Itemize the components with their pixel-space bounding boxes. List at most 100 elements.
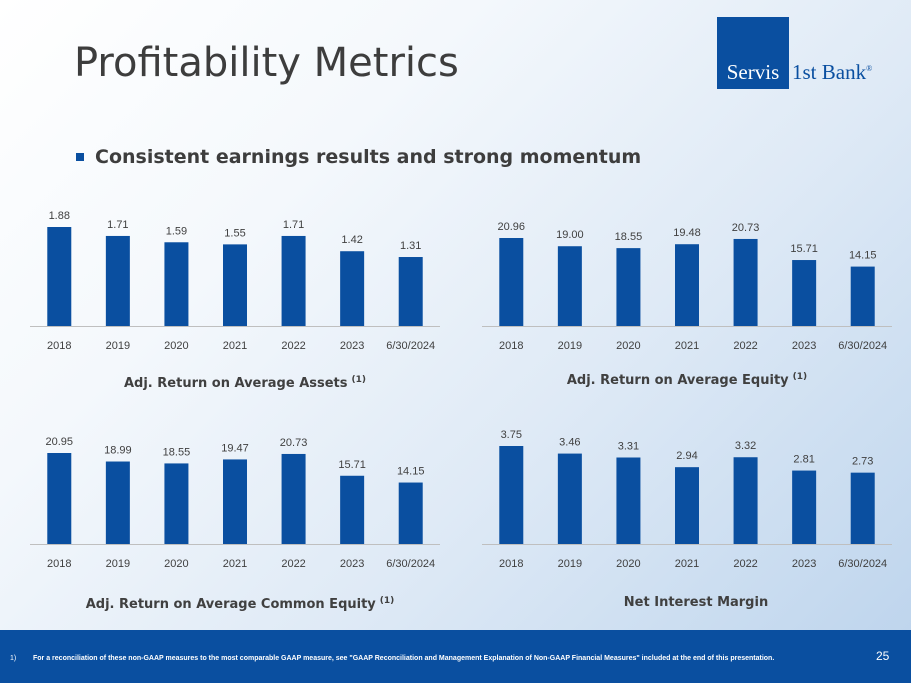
adj-roae-data-label: 19.48 [673,227,701,239]
nim-bar [675,467,699,544]
adj-roaa-bar [47,227,72,326]
adj-roae-tick-label: 2022 [733,340,757,352]
nim-data-label: 2.73 [852,456,873,468]
adj-roace-tick-label: 2018 [47,558,71,570]
adj-roae-bar [499,238,524,326]
adj-roaa-data-label: 1.42 [341,234,362,246]
adj-roae-title-footnote-ref: (1) [793,372,808,382]
adj-roaa-data-label: 1.71 [283,219,304,231]
adj-roae-bar [675,244,699,326]
adj-roae-bar [792,260,817,326]
adj-roae-data-label: 14.15 [849,250,877,262]
adj-roae-bar [616,248,641,326]
adj-roace-tick-label: 6/30/2024 [386,558,435,570]
servisfirst-logo: Servis 1st Bank® [717,17,872,89]
registered-mark: ® [866,64,873,73]
adj-roace-bar [105,461,130,544]
adj-roace-bar [340,475,365,544]
nim-tick-label: 2023 [792,558,816,570]
adj-roace-bar [281,453,306,544]
logo-boxed-text: Servis [717,17,789,89]
adj-roace-tick-label: 2020 [164,558,188,570]
adj-roaa-tick-label: 2020 [164,340,188,352]
adj-roae-bar [733,238,758,326]
nim-tick-label: 2020 [616,558,640,570]
adj-roaa-bar [281,235,306,326]
adj-roaa-data-label: 1.59 [166,225,187,237]
adj-roae-data-label: 20.96 [498,221,526,233]
adj-roaa-bar [340,251,365,326]
adj-roaa-data-label: 1.71 [107,219,128,231]
nim-data-label: 3.31 [618,440,639,452]
adj-roae-tick-label: 2019 [558,340,582,352]
adj-roace-tick-label: 2021 [223,558,247,570]
nim-data-label: 2.94 [676,450,697,462]
nim-bar [499,446,524,544]
nim-bar [616,457,641,544]
adj-roae-data-label: 20.73 [732,222,760,234]
adj-roaa-bar [105,235,130,326]
adj-roace-data-label: 20.73 [280,437,308,449]
metric-charts: 1.88 2018 1.71 2019 1.59 2020 1.55 2021 1.71 2022… [30,210,892,612]
adj-roae-tick-label: 2020 [616,340,640,352]
page-title: Profitability Metrics [74,40,459,86]
adj-roace-chart: 20.95 2018 18.99 2019 18.55 2020 19.47 2021 20.7… [30,436,440,612]
adj-roae-bar [557,246,582,326]
adj-roaa-data-label: 1.88 [49,210,70,222]
nim-tick-label: 2021 [675,558,699,570]
adj-roaa-data-label: 1.55 [224,227,245,239]
adj-roace-tick-label: 2022 [281,558,305,570]
nim-tick-label: 6/30/2024 [838,558,887,570]
key-point: Consistent earnings results and strong m… [76,146,641,168]
nim-bar [850,472,875,544]
adj-roae-tick-label: 2023 [792,340,816,352]
footer-bar: 1) For a reconciliation of these non-GAA… [0,630,911,683]
logo-text: 1st Bank® [789,60,872,89]
adj-roaa-bar [164,242,189,326]
adj-roae-bar [850,266,875,326]
bullet-square-icon [76,153,84,161]
nim-bar [733,457,758,544]
adj-roace-data-label: 15.71 [338,459,366,471]
adj-roace-bar [223,459,247,544]
key-point-text: Consistent earnings results and strong m… [95,146,642,168]
adj-roaa-chart: 1.88 2018 1.71 2019 1.59 2020 1.55 2021 1.71 2022… [30,210,440,391]
adj-roace-data-label: 18.99 [104,445,132,457]
adj-roaa-title: Adj. Return on Average Assets (1) [124,375,366,391]
nim-title: Net Interest Margin [624,595,768,610]
nim-chart: 3.75 2018 3.46 2019 3.31 2020 2.94 2021 3.32 2022… [482,429,892,610]
adj-roace-tick-label: 2023 [340,558,364,570]
nim-tick-label: 2018 [499,558,523,570]
adj-roaa-bar [223,244,247,326]
adj-roaa-tick-label: 2022 [281,340,305,352]
adj-roae-data-label: 18.55 [615,231,643,243]
adj-roaa-tick-label: 2021 [223,340,247,352]
adj-roace-bar [47,453,72,544]
adj-roae-tick-label: 2021 [675,340,699,352]
page-number: 25 [876,649,890,663]
adj-roae-data-label: 15.71 [790,243,818,255]
adj-roace-data-label: 19.47 [221,442,249,454]
nim-data-label: 3.75 [501,429,522,441]
adj-roaa-tick-label: 2019 [106,340,130,352]
adj-roae-chart: 20.96 2018 19.00 2019 18.55 2020 19.48 2021 20.7… [482,221,892,388]
adj-roaa-tick-label: 2023 [340,340,364,352]
adj-roace-data-label: 18.55 [163,446,191,458]
nim-data-label: 2.81 [793,454,814,466]
adj-roae-title: Adj. Return on Average Equity (1) [567,372,807,388]
adj-roace-bar [164,463,189,544]
adj-roaa-bar [398,257,423,326]
nim-bar [557,453,582,544]
footnote-number: 1) [10,655,17,662]
adj-roae-tick-label: 2018 [499,340,523,352]
adj-roaa-tick-label: 6/30/2024 [386,340,435,352]
nim-tick-label: 2019 [558,558,582,570]
adj-roae-tick-label: 6/30/2024 [838,340,887,352]
adj-roae-data-label: 19.00 [556,229,584,241]
adj-roaa-title-footnote-ref: (1) [352,375,367,385]
adj-roace-data-label: 20.95 [46,436,74,448]
adj-roaa-data-label: 1.31 [400,240,421,252]
adj-roace-title-footnote-ref: (1) [380,596,395,606]
nim-tick-label: 2022 [733,558,757,570]
adj-roace-bar [398,482,423,544]
